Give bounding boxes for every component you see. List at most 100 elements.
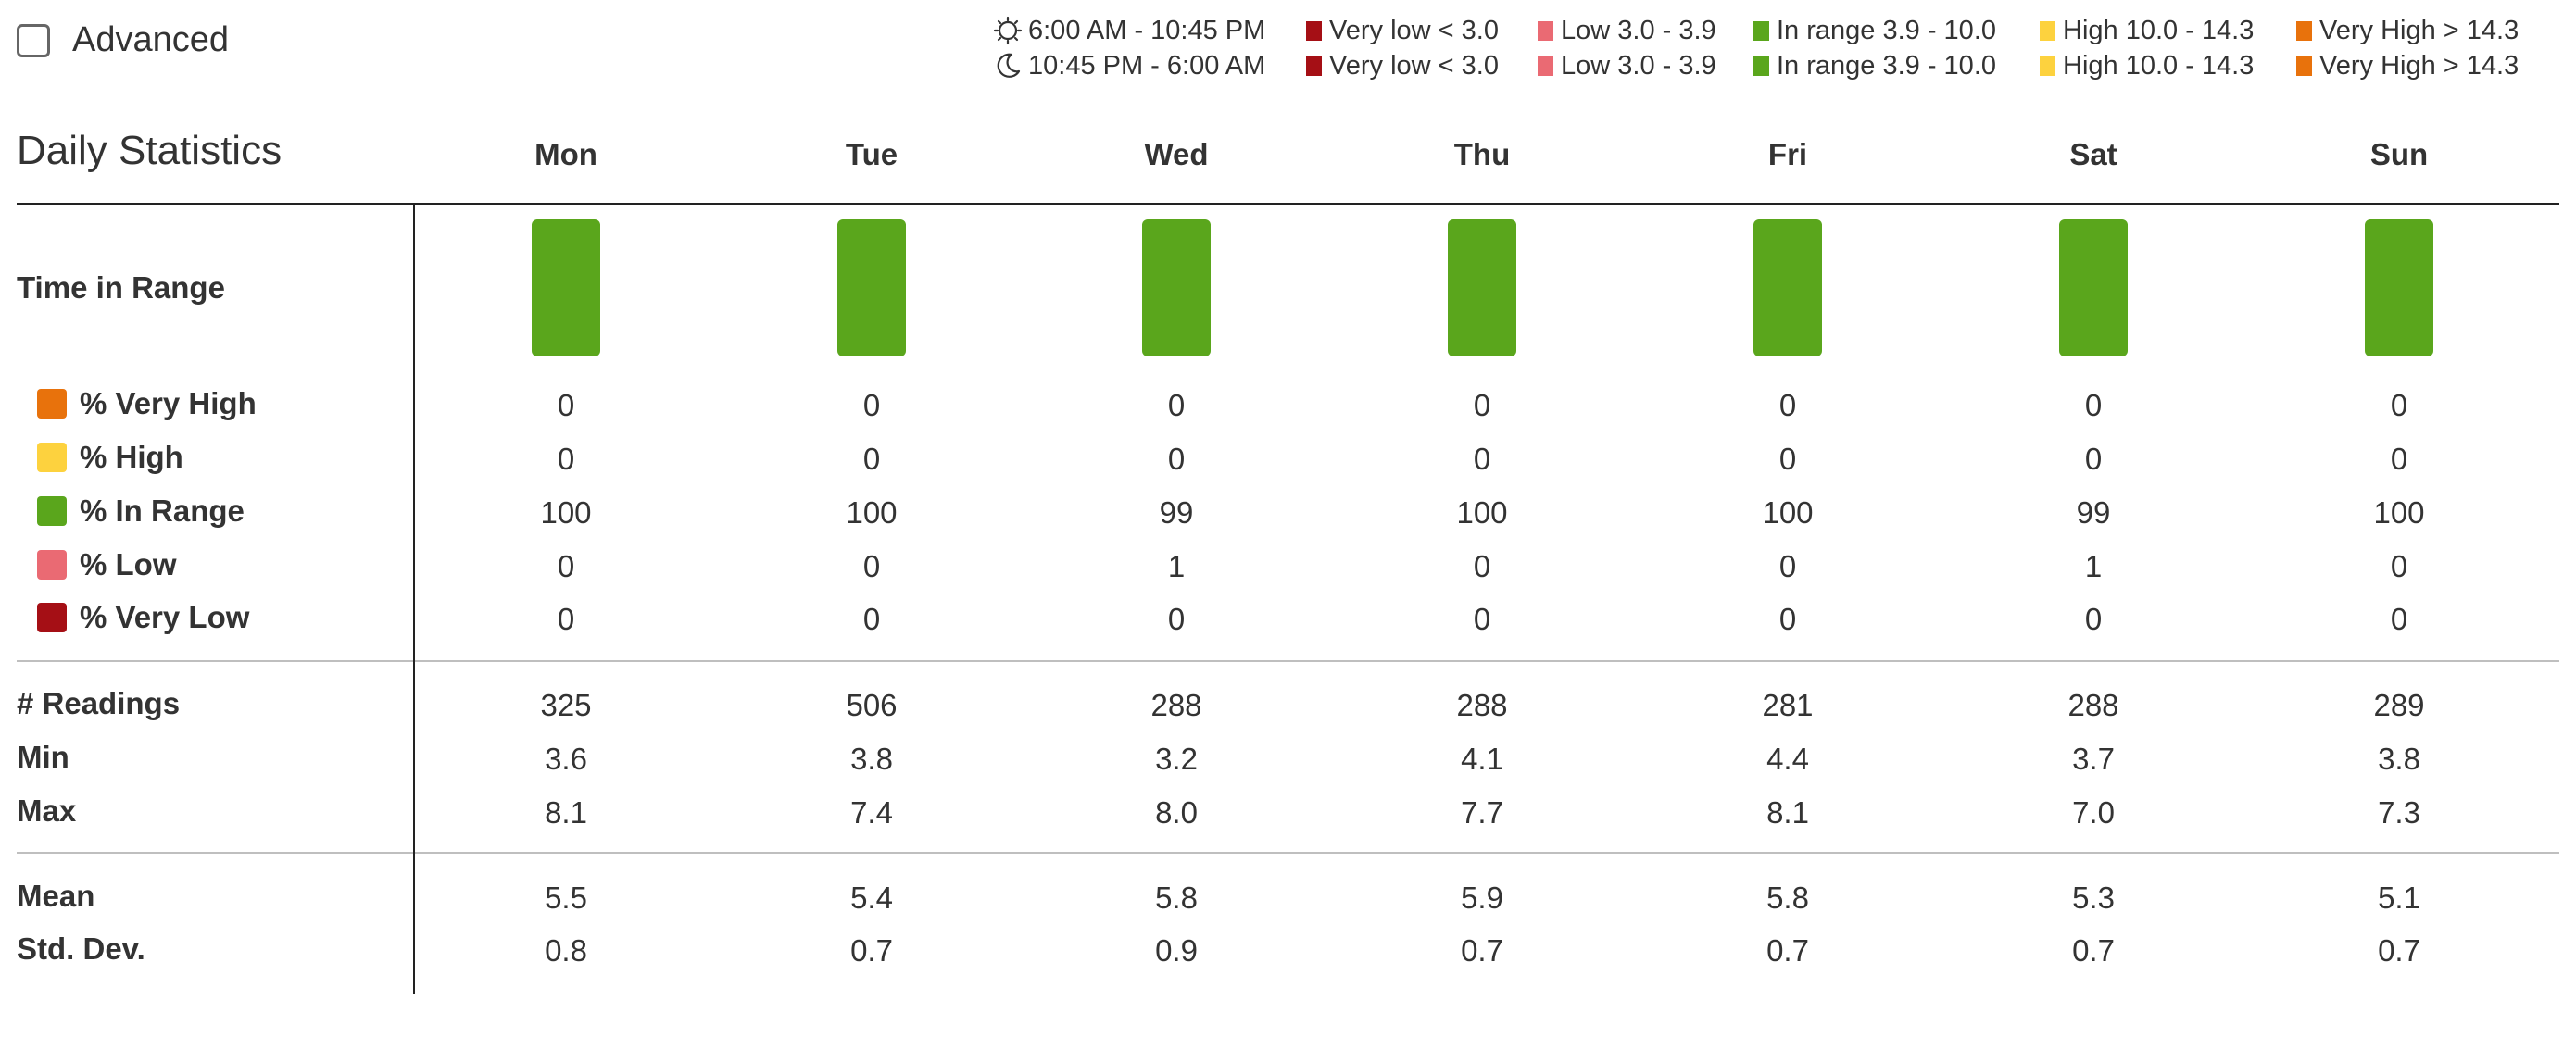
cell-very-low: 0 — [1778, 602, 1797, 636]
advanced-checkbox[interactable] — [17, 23, 50, 57]
legend-item-low: Low 3.0 - 3.9 — [1538, 51, 1753, 81]
swatch — [2040, 56, 2055, 76]
label-very-high: % Very High — [37, 386, 257, 421]
legend-item-very-low: Very low < 3.0 — [1306, 16, 1538, 46]
legend-item-low: Low 3.0 - 3.9 — [1538, 16, 1753, 46]
cell-very-low: 0 — [2390, 602, 2408, 636]
low-swatch — [37, 550, 67, 580]
cell-std-dev: 0.7 — [850, 933, 893, 968]
cell-min: 4.4 — [1766, 742, 1809, 776]
day-header-tue: Tue — [845, 137, 898, 171]
page-title: Daily Statistics — [17, 128, 283, 173]
cell-very-low: 0 — [2084, 602, 2103, 636]
cell-min: 3.8 — [2378, 742, 2420, 776]
cell-low: 1 — [2084, 549, 2103, 583]
cell-very-low: 0 — [862, 602, 881, 636]
swatch — [1306, 20, 1322, 41]
cell-readings: 288 — [1150, 688, 1202, 722]
label-column-divider — [413, 204, 415, 994]
cell-std-dev: 0.7 — [2072, 933, 2115, 968]
advanced-toggle[interactable]: Advanced — [17, 20, 229, 60]
label-mean: Mean — [17, 879, 95, 913]
cell-low: 0 — [862, 549, 881, 583]
cell-max: 7.3 — [2378, 795, 2420, 830]
legend-item-very-high: Very High > 14.3 — [2296, 51, 2546, 81]
cell-mean: 5.9 — [1461, 881, 1503, 915]
cell-in-range: 100 — [1456, 495, 1508, 530]
very-low-swatch — [37, 603, 67, 632]
sun-icon — [993, 16, 1023, 45]
cell-mean: 5.3 — [2072, 881, 2115, 915]
cell-very-low: 0 — [1473, 602, 1491, 636]
label-very-low: % Very Low — [37, 600, 249, 635]
cell-max: 8.0 — [1155, 795, 1198, 830]
swatch — [2296, 56, 2312, 76]
cell-low: 0 — [2390, 549, 2408, 583]
label-low: % Low — [37, 547, 177, 582]
moon-icon — [997, 53, 1021, 78]
cell-readings: 325 — [540, 688, 592, 722]
cell-high: 0 — [1778, 442, 1797, 476]
cell-std-dev: 0.9 — [1155, 933, 1198, 968]
cell-readings: 289 — [2373, 688, 2425, 722]
cell-min: 4.1 — [1461, 742, 1503, 776]
cell-max: 8.1 — [545, 795, 587, 830]
cell-high: 0 — [862, 442, 881, 476]
cell-low: 1 — [1167, 549, 1186, 583]
cell-mean: 5.4 — [850, 881, 893, 915]
swatch — [2296, 20, 2312, 41]
legend-item-in-range: In range 3.9 - 10.0 — [1753, 16, 2040, 46]
very-high-swatch — [37, 389, 67, 419]
legend-row-night: 10:45 PM - 6:00 AM Very low < 3.0 Low 3.… — [993, 48, 2546, 83]
cell-min: 3.8 — [850, 742, 893, 776]
bar-segment-in-range — [532, 219, 600, 356]
advanced-label: Advanced — [72, 20, 230, 59]
day-header-wed: Wed — [1144, 137, 1209, 171]
cell-very-low: 0 — [557, 602, 575, 636]
legend-row-day: 6:00 AM - 10:45 PM Very low < 3.0 Low 3.… — [993, 13, 2546, 48]
legend-item-high: High 10.0 - 14.3 — [2040, 16, 2296, 46]
cell-readings: 288 — [2067, 688, 2119, 722]
cell-in-range: 99 — [2076, 495, 2111, 530]
cell-max: 7.0 — [2072, 795, 2115, 830]
cell-min: 3.6 — [545, 742, 587, 776]
header-divider — [17, 203, 2559, 205]
swatch — [1753, 20, 1769, 41]
swatch — [1753, 56, 1769, 76]
cell-std-dev: 0.7 — [2378, 933, 2420, 968]
day-header-fri: Fri — [1767, 137, 1808, 171]
cell-readings: 281 — [1762, 688, 1814, 722]
cell-max: 8.1 — [1766, 795, 1809, 830]
swatch — [2040, 20, 2055, 41]
cell-min: 3.7 — [2072, 742, 2115, 776]
cell-mean: 5.1 — [2378, 881, 2420, 915]
legend-item-very-low: Very low < 3.0 — [1306, 51, 1538, 81]
cell-max: 7.7 — [1461, 795, 1503, 830]
time-in-range-bar — [1142, 219, 1211, 356]
cell-very-high: 0 — [2084, 388, 2103, 422]
swatch — [1538, 20, 1553, 41]
cell-readings: 506 — [846, 688, 898, 722]
cell-very-high: 0 — [557, 388, 575, 422]
legend-item-in-range: In range 3.9 - 10.0 — [1753, 51, 2040, 81]
range-legend: 6:00 AM - 10:45 PM Very low < 3.0 Low 3.… — [993, 13, 2546, 83]
section-divider — [17, 852, 2559, 854]
cell-high: 0 — [2390, 442, 2408, 476]
high-swatch — [37, 443, 67, 472]
time-in-range-bar — [837, 219, 906, 356]
cell-high: 0 — [1473, 442, 1491, 476]
label-max: Max — [17, 793, 77, 828]
cell-in-range: 100 — [2373, 495, 2425, 530]
cell-high: 0 — [557, 442, 575, 476]
label-readings: # Readings — [17, 686, 181, 720]
cell-very-high: 0 — [2390, 388, 2408, 422]
bar-segment-in-range — [2059, 219, 2128, 356]
bar-segment-in-range — [837, 219, 906, 356]
cell-high: 0 — [1167, 442, 1186, 476]
cell-very-high: 0 — [1473, 388, 1491, 422]
cell-in-range: 99 — [1159, 495, 1194, 530]
cell-in-range: 100 — [1762, 495, 1814, 530]
label-in-range: % In Range — [37, 494, 245, 529]
time-in-range-bar — [2365, 219, 2433, 356]
cell-readings: 288 — [1456, 688, 1508, 722]
